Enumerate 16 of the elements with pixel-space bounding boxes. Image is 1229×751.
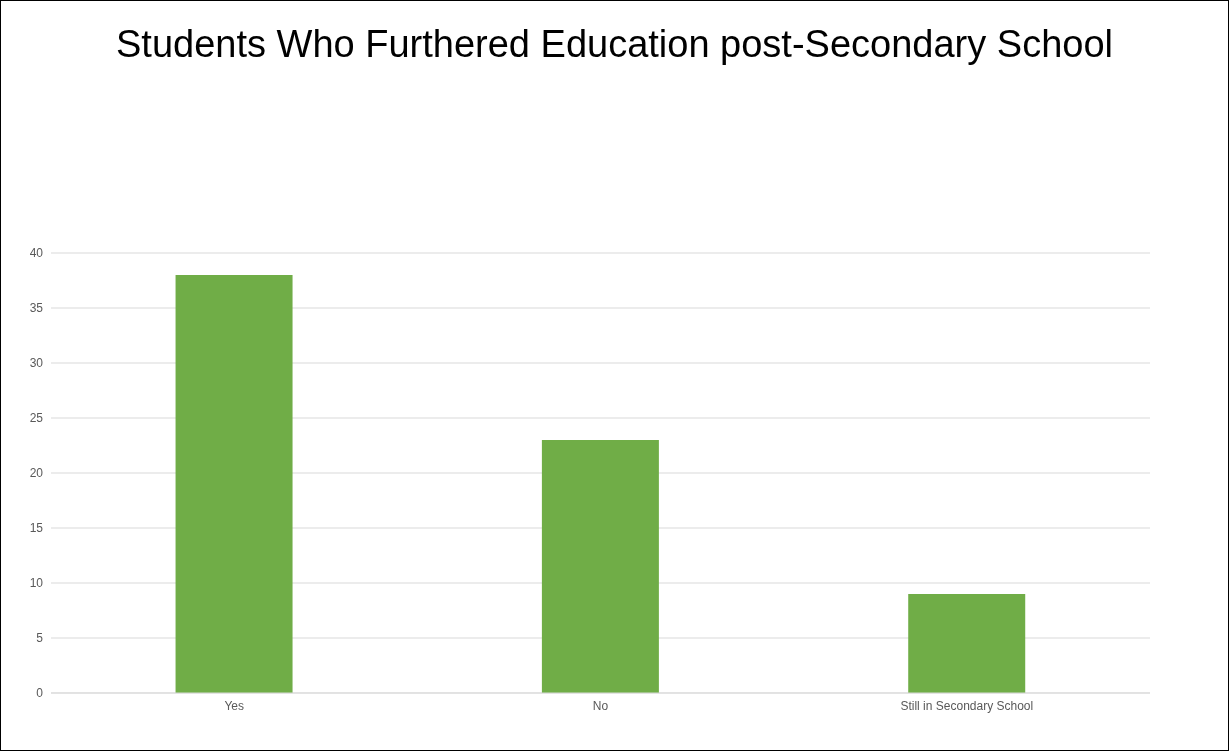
bar xyxy=(175,275,293,693)
y-tick-label: 5 xyxy=(36,631,44,646)
x-tick-label: Still in Secondary School xyxy=(900,698,1034,713)
y-tick-label: 10 xyxy=(29,576,44,591)
y-tick-label: 15 xyxy=(29,521,44,536)
chart-title: Students Who Furthered Education post-Secondary School xyxy=(115,23,1114,66)
x-tick-label: Yes xyxy=(224,698,244,713)
y-tick-label: 35 xyxy=(29,301,44,316)
y-tick-label: 0 xyxy=(36,686,44,701)
bar xyxy=(908,594,1026,693)
y-tick-label: 20 xyxy=(29,466,44,481)
y-tick-label: 40 xyxy=(29,246,44,261)
x-tick-label: No xyxy=(592,698,609,713)
bar xyxy=(541,440,659,693)
y-tick-label: 30 xyxy=(29,356,44,371)
y-tick-label: 25 xyxy=(29,411,44,426)
